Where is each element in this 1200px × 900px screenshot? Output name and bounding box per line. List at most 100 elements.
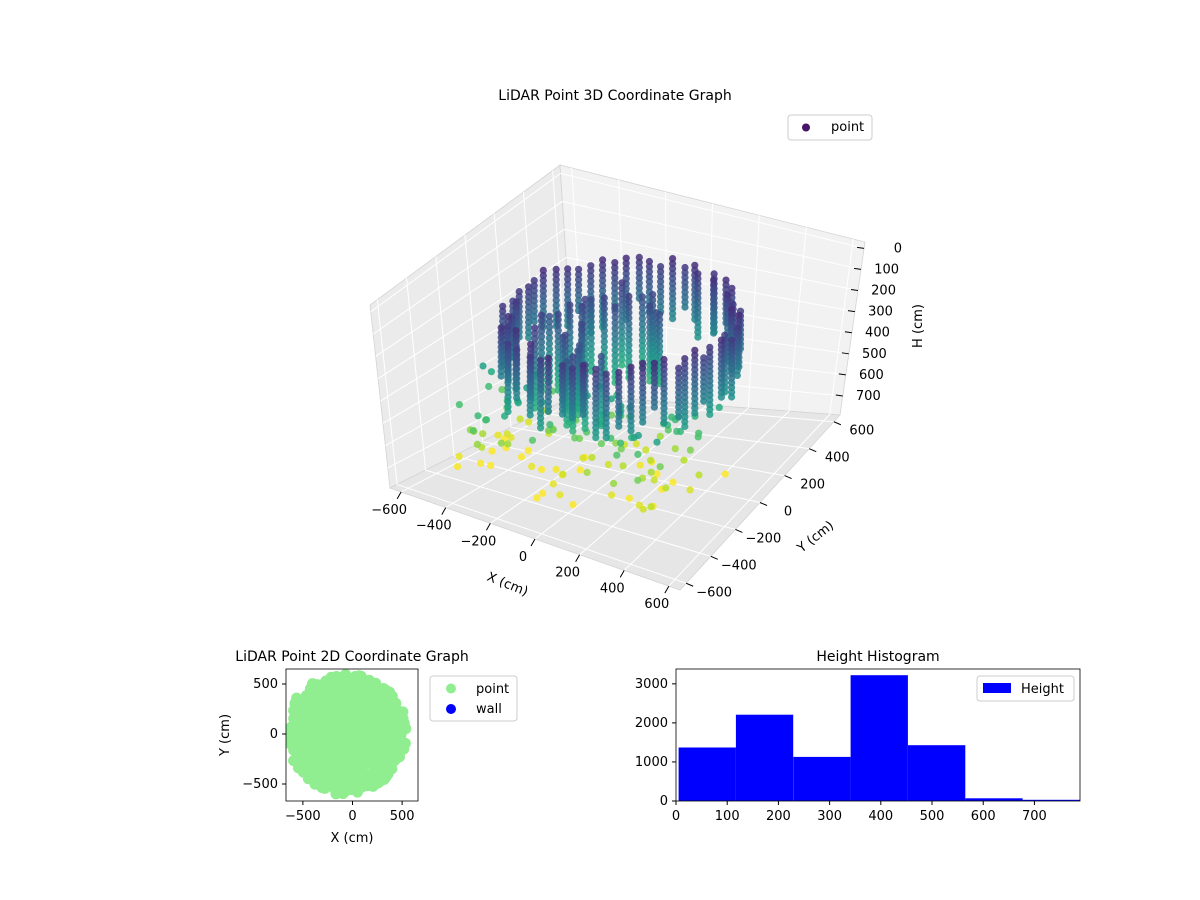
- point-3d: [647, 456, 655, 464]
- point-3d: [559, 470, 567, 478]
- point-3d: [675, 413, 683, 421]
- point-3d: [537, 338, 546, 346]
- point-3d: [537, 317, 546, 325]
- y-tick-label-3d: 600: [849, 424, 874, 439]
- point-3d: [618, 328, 626, 336]
- point-3d: [473, 440, 481, 448]
- point-2d: [316, 782, 328, 793]
- point-3d: [625, 357, 633, 365]
- point-3d: [453, 463, 462, 471]
- y-tick-3d: [735, 528, 743, 533]
- point-3d: [575, 265, 583, 273]
- point-2d: [340, 742, 352, 754]
- point-2d: [322, 701, 334, 713]
- point-3d: [503, 430, 511, 438]
- point-3d: [669, 275, 677, 283]
- point-3d: [552, 286, 560, 294]
- point-3d: [556, 491, 564, 499]
- point-3d: [525, 334, 533, 342]
- x-tick-3d: [575, 554, 581, 562]
- point-3d: [474, 412, 482, 420]
- legend-3d: point: [787, 114, 873, 141]
- point-3d: [706, 410, 714, 418]
- point-2d: [360, 682, 372, 694]
- point-3d: [479, 362, 487, 370]
- z-tick-3d: [838, 373, 846, 376]
- point-3d: [525, 318, 533, 326]
- point-3d: [646, 350, 654, 358]
- point-3d: [638, 325, 647, 334]
- point-3d: [717, 393, 726, 401]
- point-3d: [504, 408, 512, 416]
- point-3d: [669, 295, 677, 303]
- point-3d: [646, 339, 654, 347]
- point-3d: [539, 271, 547, 280]
- point-3d: [618, 339, 626, 347]
- point-2d: [304, 683, 316, 695]
- point-3d: [525, 328, 533, 337]
- point-3d: [578, 302, 586, 310]
- point-3d: [552, 265, 560, 273]
- point-3d: [669, 290, 677, 298]
- point-3d: [545, 339, 554, 348]
- point-3d: [528, 436, 537, 444]
- point-3d: [669, 300, 677, 308]
- point-3d: [728, 393, 736, 401]
- legend-2d-wall-marker: [446, 704, 456, 714]
- point-3d: [625, 314, 633, 322]
- point-3d: [646, 329, 654, 337]
- point-3d: [525, 298, 533, 306]
- legend-3d-marker: [802, 123, 810, 132]
- point-2d: [329, 751, 341, 763]
- z-tick-label-3d: 300: [868, 305, 893, 320]
- point-2d: [347, 697, 359, 709]
- point-3d: [625, 346, 633, 355]
- point-3d: [599, 256, 607, 264]
- point-3d: [575, 276, 583, 284]
- point-3d: [611, 269, 619, 277]
- point-2d: [294, 707, 305, 719]
- point-2d: [306, 708, 318, 720]
- point-3d: [611, 324, 619, 332]
- point-3d: [656, 342, 664, 350]
- point-3d: [455, 401, 463, 409]
- point-3d: [530, 297, 538, 305]
- grid-line-x: [623, 227, 807, 571]
- point-3d: [599, 266, 607, 274]
- point-3d: [578, 326, 586, 334]
- point-2d: [297, 719, 309, 731]
- point-3d: [597, 440, 606, 448]
- point-2d: [397, 716, 409, 728]
- y-tick-label-3d: 200: [800, 478, 825, 493]
- point-3d: [691, 409, 699, 417]
- point-3d: [647, 468, 655, 476]
- point-3d: [610, 479, 618, 488]
- point-3d: [531, 324, 539, 332]
- y-tick-label-3d: −400: [721, 558, 757, 573]
- point-3d: [552, 291, 560, 299]
- point-3d: [455, 452, 463, 460]
- point-3d: [638, 315, 647, 323]
- point-3d: [611, 303, 619, 311]
- point-3d: [563, 421, 571, 429]
- point-3d: [528, 462, 536, 470]
- point-3d: [625, 352, 633, 360]
- point-3d: [660, 419, 668, 427]
- point-3d: [671, 445, 679, 453]
- point-2d: [386, 739, 398, 751]
- point-3d: [587, 334, 595, 342]
- point-3d: [681, 283, 689, 291]
- point-3d: [525, 323, 533, 331]
- point-3d: [646, 302, 654, 310]
- point-3d: [566, 301, 574, 309]
- point-3d: [545, 318, 554, 326]
- point-3d: [600, 343, 608, 351]
- point-3d: [649, 291, 657, 299]
- legend-2d-point-marker: [446, 683, 456, 694]
- legend-2d-wall-label: wall: [476, 702, 502, 717]
- point-3d: [638, 304, 647, 312]
- point-3d: [587, 267, 595, 275]
- y-tick-3d: [710, 555, 718, 560]
